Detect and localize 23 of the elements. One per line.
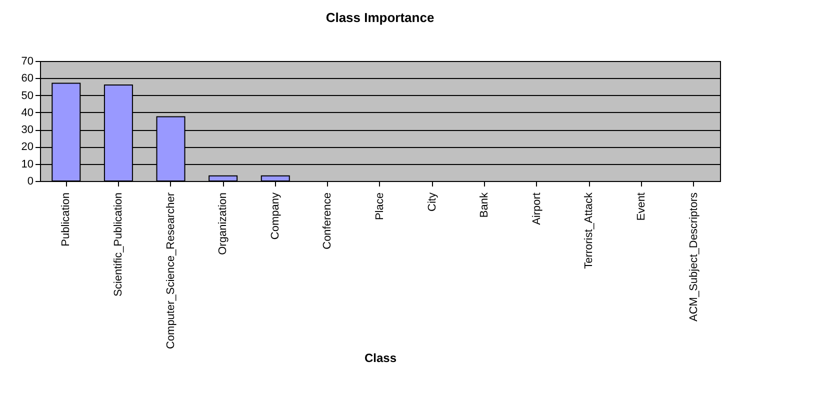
x-tick-label: Terrorist_Attack <box>583 192 596 269</box>
chart-title: Class Importance <box>326 10 434 25</box>
x-tick-label: Organization <box>217 192 230 255</box>
y-tick-label: 30 <box>21 124 34 136</box>
y-tick-label: 0 <box>27 176 34 188</box>
x-tick-label: Conference <box>322 192 334 250</box>
x-tick-label: Scientific_Publication <box>112 192 124 296</box>
x-tick-label: City <box>426 192 438 212</box>
y-tick-label: 60 <box>21 72 34 85</box>
x-tick-label: Bank <box>478 192 491 218</box>
y-tick-label: 70 <box>21 56 34 68</box>
x-tick-label: Computer_Science_Researcher <box>164 192 177 350</box>
x-tick-label: Company <box>269 192 282 240</box>
x-tick-label: Event <box>636 192 648 221</box>
y-tick-label: 10 <box>21 158 34 170</box>
x-tick-label: Airport <box>530 192 543 225</box>
x-tick-label: Place <box>374 192 386 220</box>
y-tick-label: 20 <box>21 141 34 154</box>
y-tick-label: 40 <box>21 106 34 119</box>
x-tick-label: Publication <box>60 192 72 246</box>
y-tick-label: 50 <box>21 90 34 102</box>
x-axis-title: Class <box>364 351 397 366</box>
x-tick-label: ACM_Subject_Descriptors <box>688 192 700 322</box>
